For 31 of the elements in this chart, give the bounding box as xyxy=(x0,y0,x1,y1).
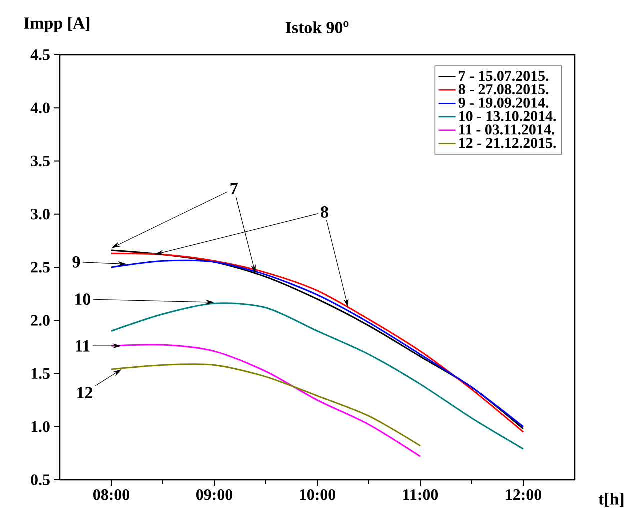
y-axis-title: Impp [A] xyxy=(24,17,90,32)
annotation: 12 xyxy=(78,387,92,398)
y-tick-label: 4.5 xyxy=(30,50,50,60)
legend-label: 10 - 13.10.2014. xyxy=(460,111,556,122)
y-tick-label: 3.0 xyxy=(31,208,50,220)
x-tick-label: 09:00 xyxy=(196,490,232,500)
y-tick-label: 1.0 xyxy=(32,421,50,432)
annotation: 7 xyxy=(230,183,238,194)
annotation: 11 xyxy=(76,340,90,352)
y-tick-label: 0.5 xyxy=(31,474,50,486)
line-series xyxy=(110,364,422,447)
y-tick-label: 4.0 xyxy=(30,102,50,114)
legend-label: 11 - 03.11.2014. xyxy=(460,124,554,135)
legend-label: 9 - 19.09.2014. xyxy=(458,98,549,108)
annotation: 9 xyxy=(72,256,80,268)
x-tick-label: 12:00 xyxy=(506,490,542,500)
y-tick-label: 2.0 xyxy=(31,315,50,326)
chart-title: Istok 90$^{o}$ xyxy=(286,21,349,34)
annotation: 8 xyxy=(321,206,328,218)
annotation: 10 xyxy=(76,294,90,306)
x-tick-label: 08:00 xyxy=(94,490,130,500)
y-tick-label: 2.5 xyxy=(31,262,50,273)
line-series xyxy=(110,344,422,458)
x-tick-label: 10:00 xyxy=(300,490,336,500)
x-tick-label: 11:00 xyxy=(404,490,438,500)
legend-label: 7 - 15.07.2015. xyxy=(459,71,549,82)
legend-label: 8 - 27.08.2015. xyxy=(458,84,549,95)
y-tick-label: 1.5 xyxy=(32,368,50,380)
legend-label: 12 - 21.12.2015. xyxy=(460,138,556,148)
x-axis-title: t[h] xyxy=(598,492,624,507)
y-tick-label: 3.5 xyxy=(31,156,50,167)
